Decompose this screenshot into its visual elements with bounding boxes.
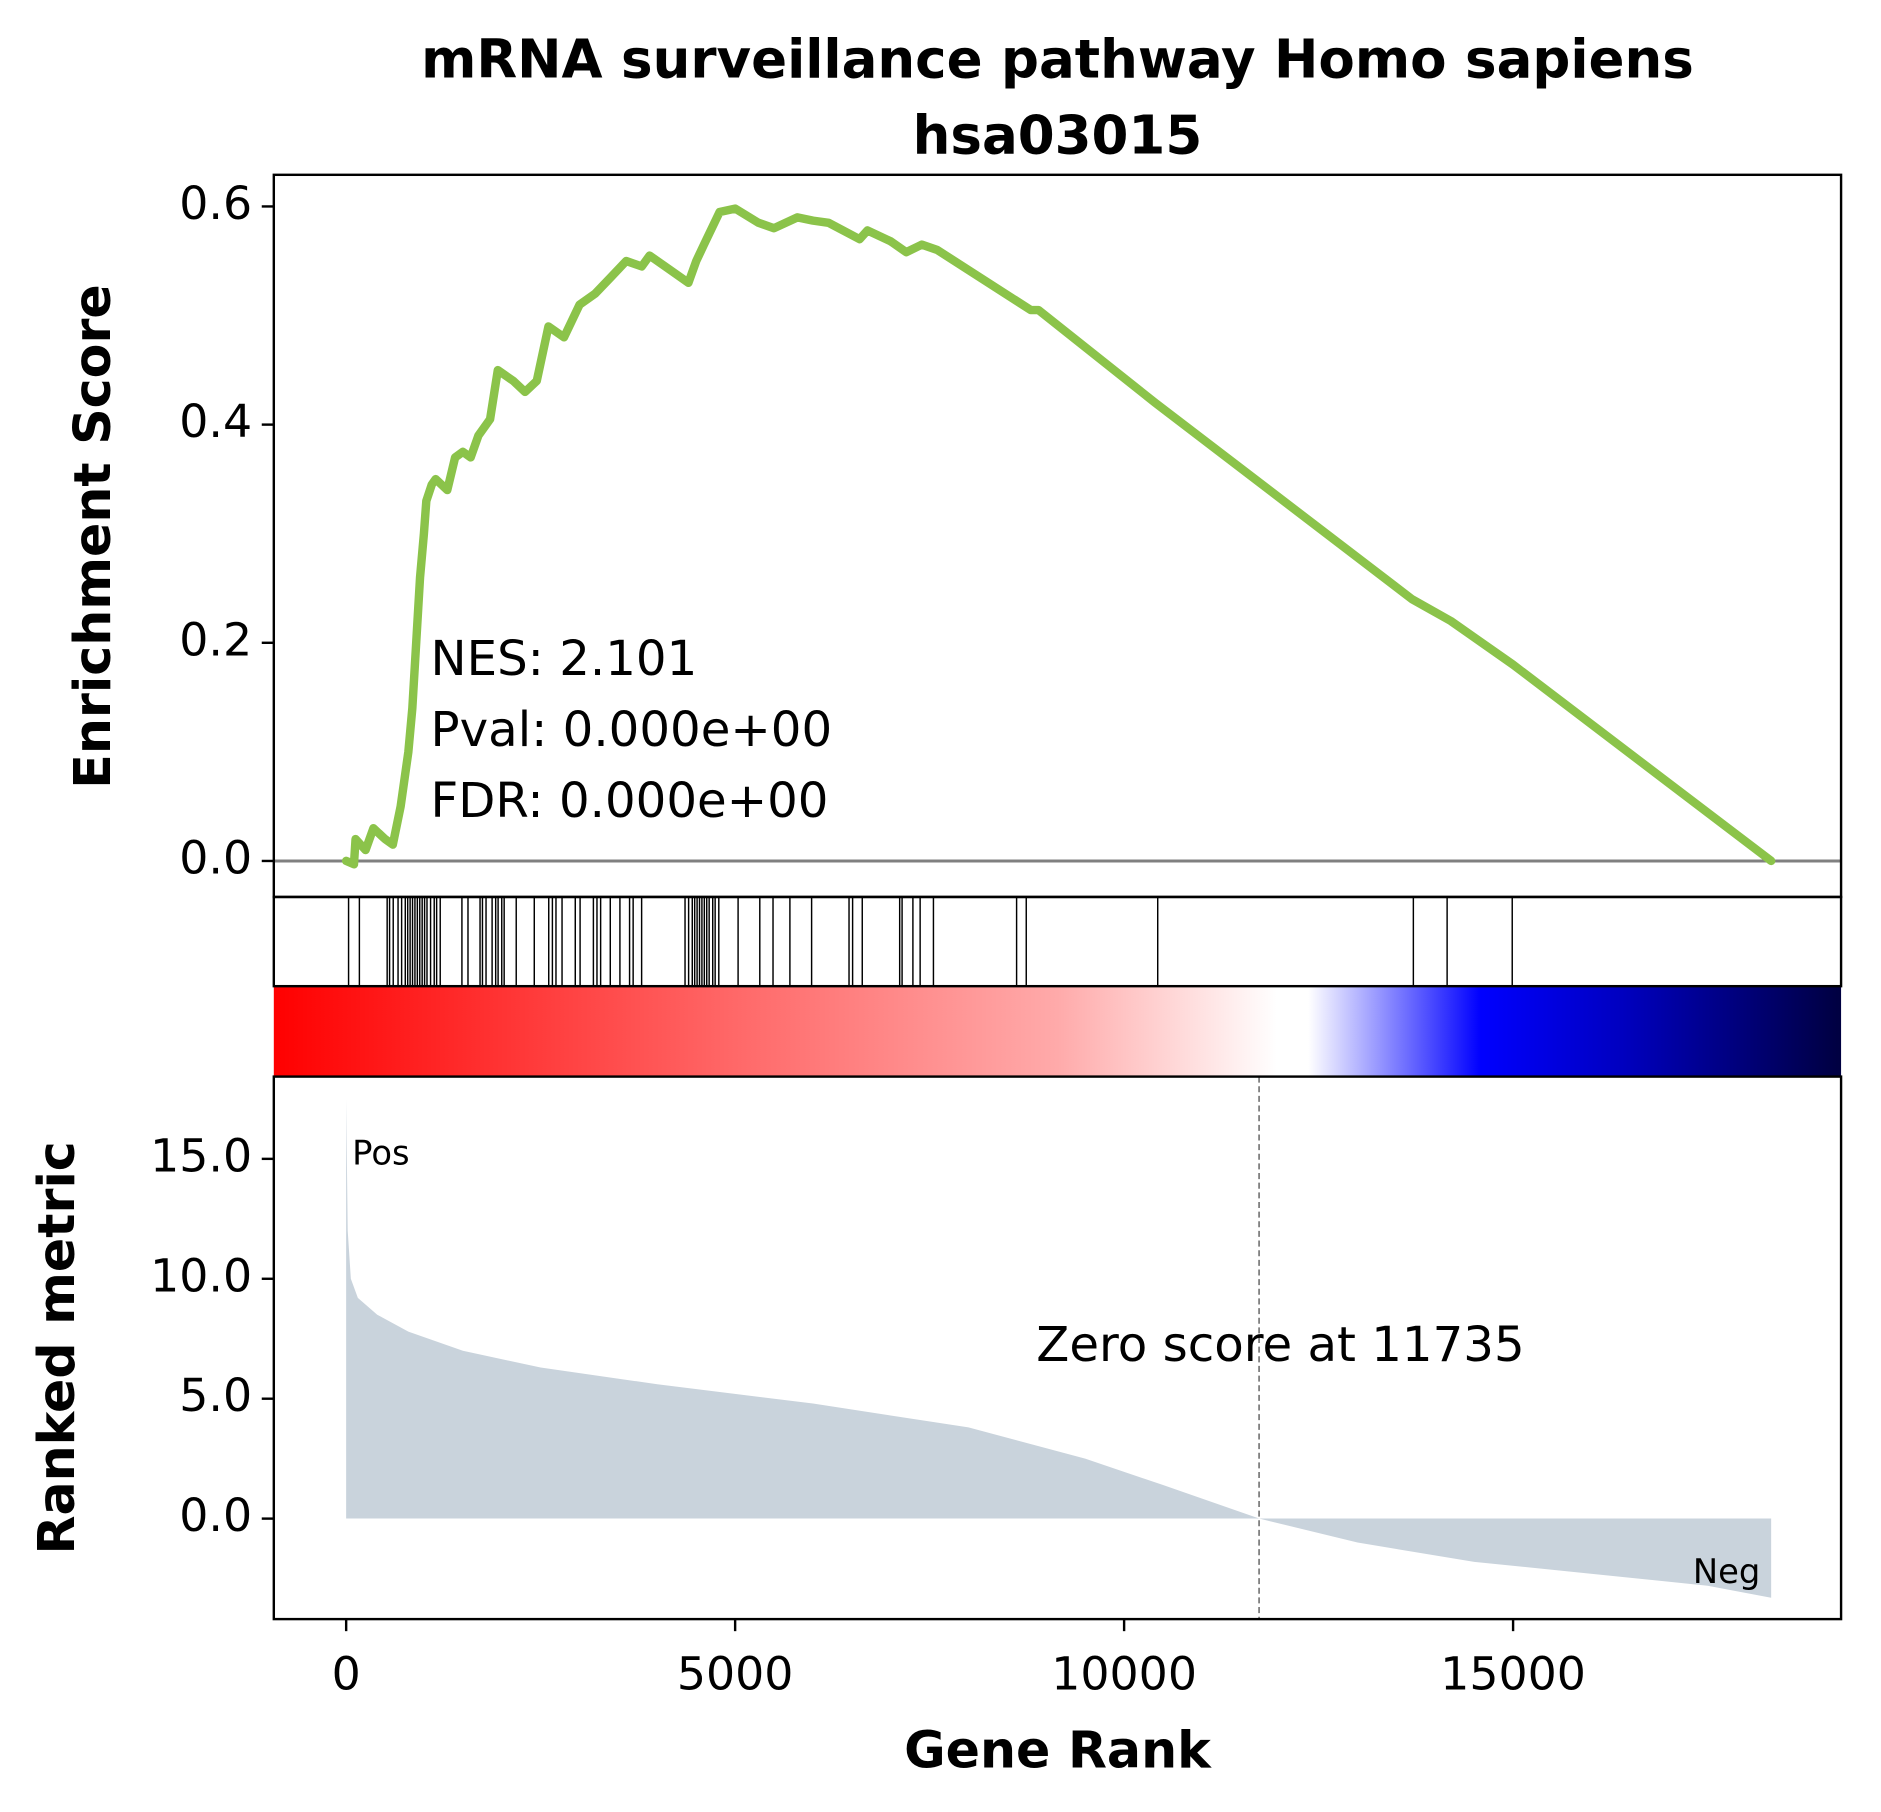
enrichment-line <box>341 204 1776 869</box>
stat-annotation: Pval: 0.000e+00 <box>431 702 833 758</box>
y-tick-label: 0.6 <box>179 176 252 230</box>
annotation: Pos <box>352 1133 409 1172</box>
y-axis-label: Ranked metric <box>27 1141 86 1554</box>
axes-frame <box>272 1075 1843 1621</box>
y-tick-label: 0.0 <box>179 1488 252 1542</box>
x-tick-label: 5000 <box>677 1646 794 1700</box>
stat-annotation: NES: 2.101 <box>431 631 698 687</box>
chart-title: mRNA surveillance pathway Homo sapiens <box>421 28 1694 90</box>
x-tick-label: 15000 <box>1440 1646 1586 1700</box>
y-tick-label: 0.4 <box>179 394 252 448</box>
x-axis-label: Gene Rank <box>904 1721 1212 1780</box>
rank-colorbar <box>273 986 1842 1077</box>
axes-frame <box>272 895 1843 988</box>
y-tick-label: 5.0 <box>179 1368 252 1422</box>
y-tick-label: 0.2 <box>179 612 252 666</box>
annotation: Neg <box>1693 1552 1760 1591</box>
annotation: Zero score at 11735 <box>1036 1317 1524 1373</box>
stat-annotation: FDR: 0.000e+00 <box>431 773 829 829</box>
chart-title: hsa03015 <box>913 104 1203 166</box>
x-tick-label: 10000 <box>1051 1646 1197 1700</box>
y-tick-label: 0.0 <box>179 830 252 884</box>
y-tick-label: 10.0 <box>150 1248 252 1302</box>
y-axis-label: Enrichment Score <box>63 284 122 789</box>
y-tick-label: 15.0 <box>150 1128 252 1182</box>
x-tick-label: 0 <box>332 1646 361 1700</box>
metric-area <box>346 1098 1772 1598</box>
